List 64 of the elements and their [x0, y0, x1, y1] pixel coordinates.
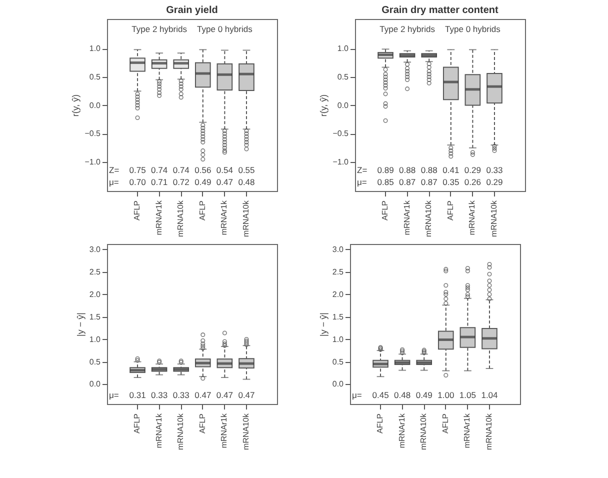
x-tick-label: mRNA10k — [489, 200, 498, 237]
chart-title: Grain yield — [166, 5, 218, 16]
x-tick-label: mRNA10k — [241, 412, 250, 450]
x-tick-label: mRNAr1k — [220, 412, 229, 448]
y-tick-label: 1.0 — [332, 334, 344, 344]
text: μ= 0.31 0.33 0.33 0.47 0.47 0.47 — [109, 390, 255, 400]
x-tick-label: AFLP — [440, 414, 450, 434]
y-tick-label: 0.5 — [89, 357, 102, 366]
y-axis-title: r(y, ŷ) — [70, 94, 81, 117]
y-tick-label: 3.0 — [89, 244, 102, 254]
y-tick-label: 2.5 — [332, 267, 344, 276]
x-tick-label: mRNAr1k — [468, 200, 477, 236]
y-tick-label: 0.0 — [89, 100, 102, 110]
text: μ= 0.70 0.71 0.72 0.49 0.47 0.48 — [109, 177, 255, 187]
annotation: Type 2 hybrids — [132, 24, 187, 34]
y-tick-label: 0.5 — [89, 72, 102, 82]
y-tick-label: 2.0 — [332, 290, 344, 299]
y-tick-label: 3.0 — [332, 244, 344, 254]
y-tick-label: 0.5 — [337, 72, 350, 82]
y-axis-title: |y − ŷ| — [75, 312, 86, 336]
annotation: Z= 0.89 0.88 0.88 0.41 0.29 0.33 — [357, 165, 504, 175]
y-tick-label: 0.0 — [337, 100, 350, 110]
y-tick-label: 1.5 — [332, 312, 344, 322]
x-tick-label: AFLP — [198, 414, 207, 434]
y-tick-label: −1.0 — [332, 158, 350, 167]
y-tick-label: 1.0 — [89, 44, 102, 54]
annotation: Type 0 hybrids — [197, 24, 252, 34]
chart-title: Grain dry matter content — [382, 5, 500, 16]
y-tick-label: 2.0 — [89, 290, 102, 299]
x-tick-label: mRNA10k — [241, 200, 250, 237]
text: μ= 0.45 0.48 0.49 1.00 1.05 1.04 — [352, 390, 498, 400]
annotation: Type 2 hybrids — [380, 24, 435, 34]
y-tick-label: 0.0 — [89, 380, 102, 389]
y-tick-label: −0.5 — [332, 129, 350, 138]
x-tick-label: mRNAr1k — [154, 412, 164, 448]
x-tick-label: mRNA10k — [424, 200, 434, 237]
x-tick-label: mRNA10k — [419, 412, 428, 450]
y-tick-label: 0.0 — [332, 380, 344, 389]
x-tick-label: AFLP — [198, 200, 207, 221]
x-tick-label: mRNA10k — [176, 200, 186, 237]
annotation: Z= 0.75 0.74 0.74 0.56 0.54 0.55 — [109, 165, 256, 175]
annotation: Type 0 hybrids — [445, 24, 500, 34]
y-axis-title: r(y, ŷ) — [318, 94, 329, 117]
x-tick-label: AFLP — [380, 200, 390, 221]
x-tick-label: AFLP — [132, 414, 142, 434]
y-tick-label: 1.0 — [89, 334, 102, 344]
x-tick-label: mRNA10k — [176, 412, 186, 450]
y-tick-label: −1.0 — [84, 158, 102, 167]
text: μ= 0.85 0.87 0.87 0.35 0.26 0.29 — [357, 177, 503, 187]
y-axis-title: |y − ŷ| — [318, 312, 328, 336]
x-tick-label: mRNAr1k — [154, 200, 164, 236]
x-tick-label: mRNAr1k — [402, 200, 412, 236]
x-tick-label: AFLP — [446, 200, 455, 221]
y-tick-label: 1.5 — [89, 312, 102, 322]
y-tick-label: −0.5 — [84, 129, 102, 138]
y-tick-label: 1.0 — [337, 44, 350, 54]
x-tick-label: mRNA10k — [484, 412, 494, 450]
x-tick-label: mRNAr1k — [397, 412, 406, 448]
x-tick-label: mRNAr1k — [220, 200, 229, 236]
x-tick-label: AFLP — [132, 200, 142, 221]
x-tick-label: mRNAr1k — [462, 412, 472, 448]
x-tick-label: AFLP — [376, 414, 385, 434]
y-tick-label: 2.5 — [89, 267, 102, 276]
y-tick-label: 0.5 — [332, 357, 344, 366]
